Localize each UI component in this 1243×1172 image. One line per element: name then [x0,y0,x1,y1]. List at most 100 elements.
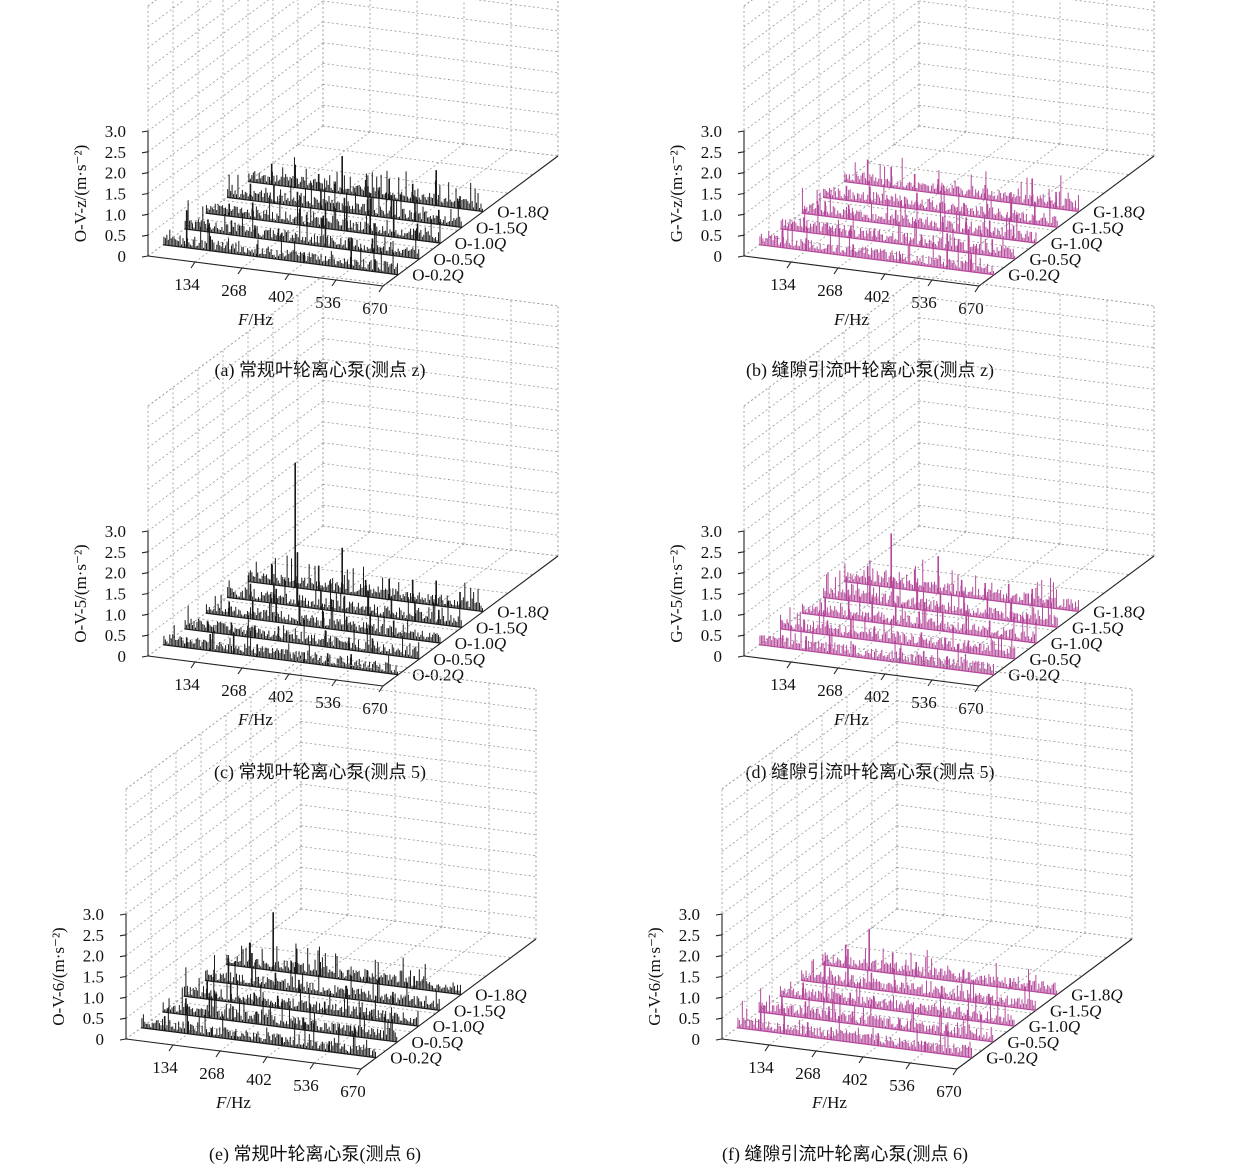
y-tick-label: 0.5 [701,626,722,645]
y-tick [737,213,745,216]
x-tick-label: 536 [911,693,937,712]
series-label: O-1.8Q [497,203,548,222]
x-axis-label: F/Hz [833,310,869,329]
series-slice [759,614,995,676]
series-slice [248,462,484,613]
series-slice [780,607,1016,660]
series-label: O-0.2Q [412,666,463,685]
series-label: O-1.0Q [455,634,506,653]
y-axis-label: O-V-z/(m·s⁻²) [71,145,90,242]
axes: 0 0.5 1.01.5 2.0 2.5 3.0 134 268 402 536 670 F/Hz O-… [49,905,537,1112]
series-label: G-1.0Q [1051,634,1102,653]
series-slice [162,987,398,1043]
x-tick-label: 402 [268,287,294,306]
y-tick-label: 2.5 [679,926,700,945]
y-tick [141,592,149,596]
x-axis [743,255,980,287]
axes: 0 0.5 1.01.5 2.0 2.5 3.0 134 268 402 536 670 F/Hz O-… [71,522,559,729]
axes: 0 0.5 1.01.5 2.0 2.5 3.0 134 268 402 536 670 F/Hz G-… [667,122,1155,329]
series-label: G-0.2Q [986,1049,1037,1068]
y-tick-label: 3.0 [701,122,722,141]
series-slice [780,200,1016,260]
y-tick [119,934,127,937]
y-tick-label: 0 [692,1030,701,1049]
y-tick [119,1017,127,1020]
x-axis-label: F/Hz [833,710,869,729]
x-tick [237,267,243,275]
x-tick [974,285,980,293]
y-tick-label: 0 [118,647,127,666]
x-tick [284,673,290,681]
y-tick [141,551,149,554]
y-tick [141,655,149,658]
x-tick-label: 536 [911,293,937,312]
y-tick [141,130,149,133]
y-tick [119,955,127,958]
y-tick-label: 1.0 [701,605,722,624]
x-tick [309,1062,315,1070]
depth-axis [382,155,559,287]
y-tick-label: 0.5 [105,226,126,245]
x-tick-label: 670 [362,699,388,718]
x-tick [905,1062,911,1070]
x-tick-label: 670 [362,299,388,318]
y-tick [141,172,149,175]
x-tick-label: 134 [152,1058,178,1077]
y-tick [737,634,745,637]
series-label: G-1.5Q [1072,618,1123,637]
series-slice [248,156,484,213]
series-label: O-0.5Q [433,250,484,269]
x-tick [284,273,290,281]
series-label: G-0.2Q [1008,266,1059,285]
x-tick-label: 536 [315,293,341,312]
x-axis-label: F/Hz [237,310,273,329]
caption-d: (d) 缝隙引流叶轮离心泵(测点 5) [745,762,995,782]
series-slice [226,174,463,228]
axes: 0 0.5 1.01.5 2.0 2.5 3.0 134 268 402 536 670 F/Hz G-… [645,905,1133,1112]
series-slice [204,953,441,1011]
chart-panel-d: 0 0.5 1.01.5 2.0 2.5 3.0 134 268 402 536 670 F/Hz G-… [667,275,1155,729]
x-tick-label: 536 [293,1076,319,1095]
y-tick [715,955,723,958]
y-axis-label: G-V-6/(m·s⁻²) [645,927,664,1025]
x-tick-label: 268 [199,1064,225,1083]
y-tick [119,1038,127,1041]
series-slice [141,1004,377,1059]
x-tick [190,661,196,669]
series-label: O-0.5Q [411,1033,462,1052]
x-tick-label: 536 [315,693,341,712]
y-tick [737,130,745,133]
series-slice [844,157,1080,213]
y-tick-label: 1.0 [83,988,104,1007]
x-tick [927,279,933,287]
x-tick-label: 268 [795,1064,821,1083]
y-tick-label: 2.5 [105,143,126,162]
series-label: G-0.5Q [1029,650,1080,669]
series-label: G-1.5Q [1072,218,1123,237]
x-tick-label: 670 [936,1082,962,1101]
y-tick [737,530,745,533]
series-slice [183,967,419,1027]
x-tick-label: 268 [221,681,247,700]
depth-axis [956,938,1133,1070]
x-tick [331,679,337,687]
y-tick-label: 0.5 [83,1009,104,1028]
y-tick [141,634,149,637]
y-tick-label: 3.0 [83,905,104,924]
x-tick [880,273,886,281]
y-tick [737,192,745,196]
y-tick-label: 2.5 [83,926,104,945]
x-tick-label: 134 [770,675,796,694]
x-axis-label: F/Hz [811,1093,847,1112]
y-tick-label: 3.0 [105,522,126,541]
grid [147,0,559,287]
x-tick [356,1068,362,1076]
series-label: O-1.8Q [497,603,548,622]
x-axis [147,655,384,687]
y-tick-label: 0.5 [105,626,126,645]
y-tick [737,234,745,237]
x-tick [786,261,792,269]
y-tick-label: 1.0 [679,988,700,1007]
y-tick [715,1017,723,1020]
